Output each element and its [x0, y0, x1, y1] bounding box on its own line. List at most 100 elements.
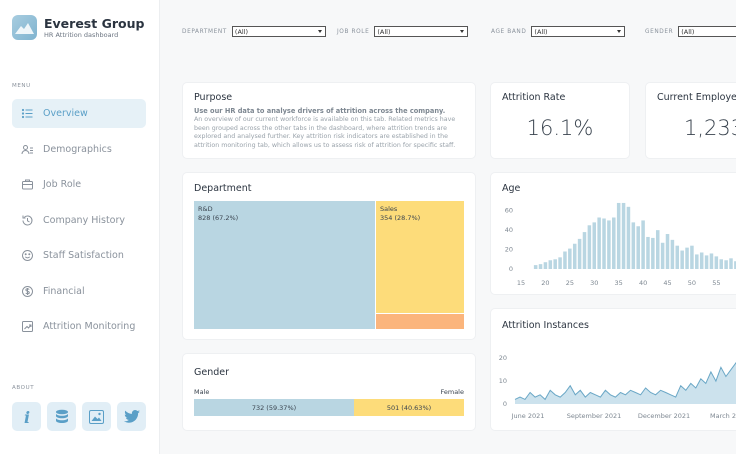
filter-label: AGE BAND [491, 28, 527, 35]
kpi-title: Attrition Rate [502, 92, 566, 103]
filter-label: DEPARTMENT [182, 28, 227, 35]
age-bar [543, 262, 548, 269]
gender-select[interactable]: (All) [678, 26, 736, 37]
dollar-icon [22, 286, 33, 297]
filter-job-role: JOB ROLE (All) [337, 26, 469, 37]
treemap-sales[interactable]: Sales 354 (28.7%) [376, 201, 464, 313]
brand-subtitle: HR Attrition dashboard [44, 31, 119, 39]
age-bar [553, 259, 557, 269]
select-value: (All) [377, 27, 391, 36]
sidebar-item-label: Overview [43, 108, 88, 119]
age-bar [631, 222, 636, 269]
age-title: Age [502, 183, 521, 194]
treemap-value: 828 (67.2%) [198, 214, 239, 222]
brand[interactable]: Everest Group HR Attrition dashboard [12, 15, 144, 40]
x-tick-label: 20 [541, 279, 549, 287]
select-value: (All) [534, 27, 548, 36]
age-bar [685, 247, 689, 269]
age-bar [719, 259, 723, 269]
age-bar [709, 253, 714, 269]
filter-department: DEPARTMENT (All) [182, 26, 326, 37]
gender-title: Gender [194, 367, 230, 378]
age-bar [568, 248, 572, 269]
sidebar-item-attrition-monitoring[interactable]: Attrition Monitoring [12, 312, 146, 341]
sidebar-item-staff-satisfaction[interactable]: Staff Satisfaction [12, 241, 146, 270]
age-bar [665, 234, 670, 269]
purpose-body: An overview of our current workforce is … [194, 116, 456, 149]
filter-bar: DEPARTMENT (All) JOB ROLE (All) AGE BAND… [160, 0, 736, 62]
y-tick-label: 60 [505, 207, 513, 215]
job-role-select[interactable]: (All) [374, 26, 469, 37]
y-tick-label: 10 [499, 377, 507, 385]
age-bar [660, 242, 665, 269]
sidebar-item-demographics[interactable]: Demographics [12, 135, 146, 164]
department-select[interactable]: (All) [231, 26, 326, 37]
treemap-hr[interactable] [376, 314, 464, 329]
age-bar [577, 238, 582, 269]
x-tick-label: March 2 [710, 412, 736, 420]
age-bar [690, 245, 694, 269]
twitter-button[interactable] [117, 402, 146, 431]
sidebar-item-overview[interactable]: Overview [12, 99, 146, 128]
people-icon [21, 145, 33, 155]
age-bar [533, 265, 538, 269]
age-bar [704, 255, 709, 269]
age-bar [607, 220, 611, 269]
info-button[interactable]: i [12, 402, 41, 431]
filter-label: JOB ROLE [337, 28, 370, 35]
age-bar [714, 256, 719, 269]
treemap-rnd[interactable]: R&D 828 (67.2%) [194, 201, 375, 329]
age-bar [695, 254, 699, 269]
about-links: i [12, 402, 152, 431]
female-bar[interactable]: 501 (40.63%) [354, 399, 464, 416]
age-bar [612, 217, 616, 269]
male-bar[interactable]: 732 (59.37%) [194, 399, 354, 416]
sidebar-item-financial[interactable]: Financial [12, 277, 146, 306]
current-employees-card: Current Employees 1,233 [646, 83, 736, 158]
filter-label: GENDER [645, 28, 674, 35]
history-icon [22, 215, 33, 226]
treemap-label: Sales [380, 205, 398, 213]
image-icon [89, 409, 104, 424]
x-tick-label: 30 [590, 279, 598, 287]
sidebar-item-label: Financial [43, 286, 85, 297]
filter-gender: GENDER (All) [645, 26, 736, 37]
female-label: Female [440, 388, 464, 396]
attrition-rate-value: 16.1% [526, 116, 594, 140]
age-bar [699, 252, 704, 269]
gender-card: Gender Male Female 732 (59.37%) 501 (40.… [183, 354, 475, 430]
department-title: Department [194, 183, 252, 194]
age-band-select[interactable]: (All) [531, 26, 626, 37]
sidebar-item-label: Job Role [43, 179, 82, 190]
sidebar-item-label: Company History [43, 215, 126, 226]
sidebar-item-label: Demographics [43, 144, 112, 155]
age-bar [724, 260, 728, 269]
menu-label: MENU [12, 83, 31, 89]
x-tick-label: 50 [688, 279, 696, 287]
brand-name: Everest Group [44, 16, 145, 31]
attrition-line [514, 361, 736, 401]
sidebar-item-job-role[interactable]: Job Role [12, 170, 146, 199]
attrition-instances-title: Attrition Instances [502, 320, 589, 331]
age-bar [636, 226, 640, 269]
x-tick-label: 40 [639, 279, 647, 287]
age-bar [587, 225, 592, 269]
treemap-value: 354 (28.7%) [380, 214, 421, 222]
y-tick-label: 40 [505, 226, 513, 234]
about-label: ABOUT [12, 385, 35, 391]
database-button[interactable] [47, 402, 76, 431]
age-bar [670, 239, 675, 269]
male-label: Male [194, 388, 210, 396]
x-tick-label: September 2021 [567, 412, 622, 420]
y-tick-label: 20 [505, 246, 513, 254]
purpose-card: Purpose Use our HR data to analyse drive… [183, 83, 475, 158]
x-tick-label: June 2021 [511, 412, 545, 420]
x-tick-label: December 2021 [638, 412, 690, 420]
age-bar [548, 260, 553, 269]
treemap-label: R&D [198, 205, 213, 213]
image-button[interactable] [82, 402, 111, 431]
age-bar [621, 202, 626, 269]
sidebar-item-company-history[interactable]: Company History [12, 206, 146, 235]
filter-age-band: AGE BAND (All) [491, 26, 626, 37]
age-bar [729, 258, 733, 269]
